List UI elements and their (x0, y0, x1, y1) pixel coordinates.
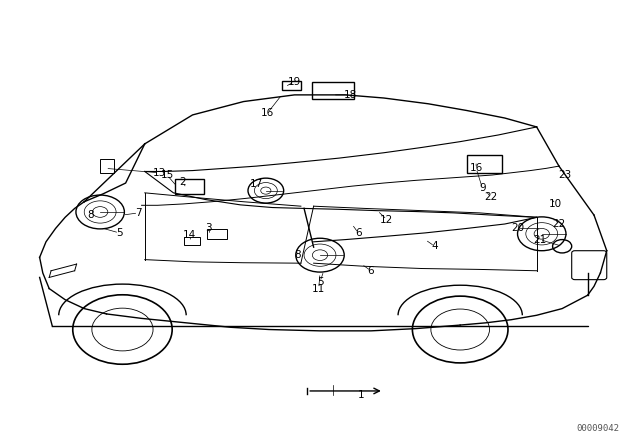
Text: 16: 16 (261, 108, 275, 118)
Text: 1: 1 (358, 390, 365, 401)
Text: 5: 5 (116, 228, 123, 238)
Text: 6: 6 (355, 228, 362, 238)
Text: 5: 5 (317, 277, 323, 287)
Text: 10: 10 (549, 199, 563, 209)
Text: 12: 12 (380, 215, 394, 224)
Bar (312, 82, 354, 99)
Text: 6: 6 (367, 266, 374, 276)
Text: 11: 11 (312, 284, 325, 293)
Text: 13: 13 (153, 168, 166, 178)
Bar (207, 229, 227, 239)
Text: 15: 15 (161, 170, 173, 180)
Text: 14: 14 (183, 230, 196, 240)
Text: 16: 16 (470, 164, 483, 173)
Bar (184, 237, 200, 246)
Bar (467, 155, 502, 173)
Text: 4: 4 (431, 241, 438, 251)
Text: 22: 22 (552, 219, 566, 229)
Text: 3: 3 (205, 224, 212, 233)
Bar (175, 180, 204, 194)
Text: 20: 20 (511, 224, 524, 233)
Text: 2: 2 (180, 177, 186, 187)
Text: 22: 22 (484, 192, 497, 202)
Text: 21: 21 (533, 235, 547, 245)
Bar (282, 81, 301, 90)
Text: 8: 8 (294, 250, 301, 260)
Bar (100, 159, 114, 173)
Text: 7: 7 (135, 208, 141, 218)
Text: 8: 8 (87, 210, 94, 220)
Text: 00009042: 00009042 (577, 424, 620, 433)
Text: 9: 9 (479, 183, 486, 194)
Text: 19: 19 (288, 77, 301, 86)
Text: 18: 18 (344, 90, 357, 100)
Text: 23: 23 (559, 170, 572, 180)
Text: 17: 17 (250, 179, 263, 189)
